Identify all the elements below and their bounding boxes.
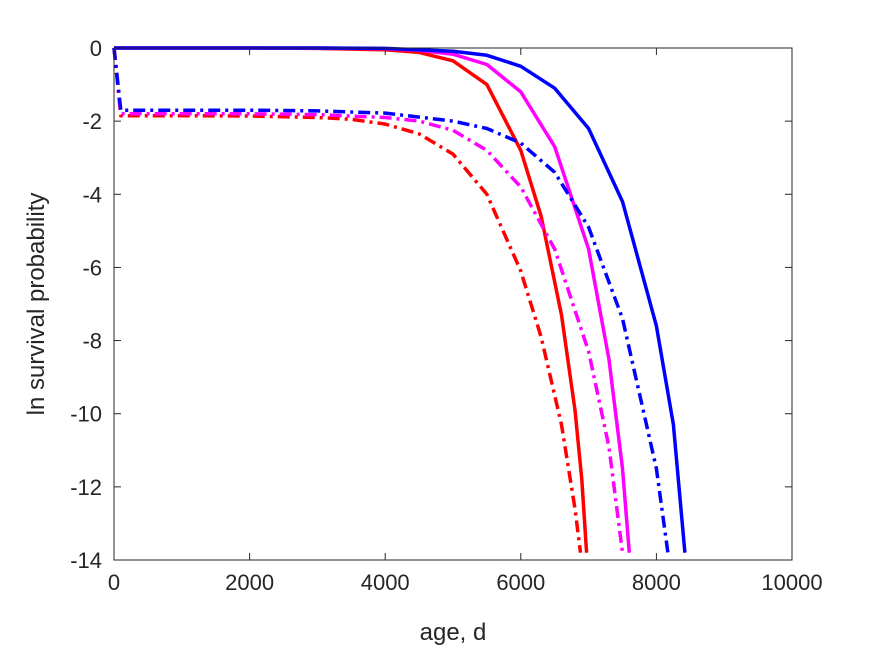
x-axis-label: age, d: [420, 619, 487, 646]
plot-frame: [114, 48, 792, 560]
y-tick-label: -10: [70, 402, 102, 427]
x-tick-label: 4000: [361, 570, 410, 595]
series-line-6: [112, 47, 670, 553]
y-tick-label: -4: [82, 182, 102, 207]
y-axis-label: ln survival probability: [23, 193, 50, 416]
x-tick-label: 2000: [225, 570, 274, 595]
axes-box: [113, 47, 793, 561]
axes-layer: [113, 47, 793, 561]
y-tick-label: -6: [82, 255, 102, 280]
y-tick-label: 0: [90, 36, 102, 61]
y-tick-label: -14: [70, 548, 102, 573]
series-line-4: [112, 47, 583, 553]
y-tick-label: -8: [82, 329, 102, 354]
x-tick-label: 8000: [632, 570, 681, 595]
x-tick-label: 0: [108, 570, 120, 595]
ticks-layer: 0 2000 4000 6000 8000 10000 0 -2 -4 -6 -8 -10 -12 -14: [70, 36, 822, 595]
x-tick-label: 10000: [761, 570, 822, 595]
x-tick-label: 6000: [496, 570, 545, 595]
plot-area: [114, 48, 792, 560]
y-tick-label: -12: [70, 475, 102, 500]
series-line-5: [112, 47, 625, 553]
y-tick-label: -2: [82, 109, 102, 134]
